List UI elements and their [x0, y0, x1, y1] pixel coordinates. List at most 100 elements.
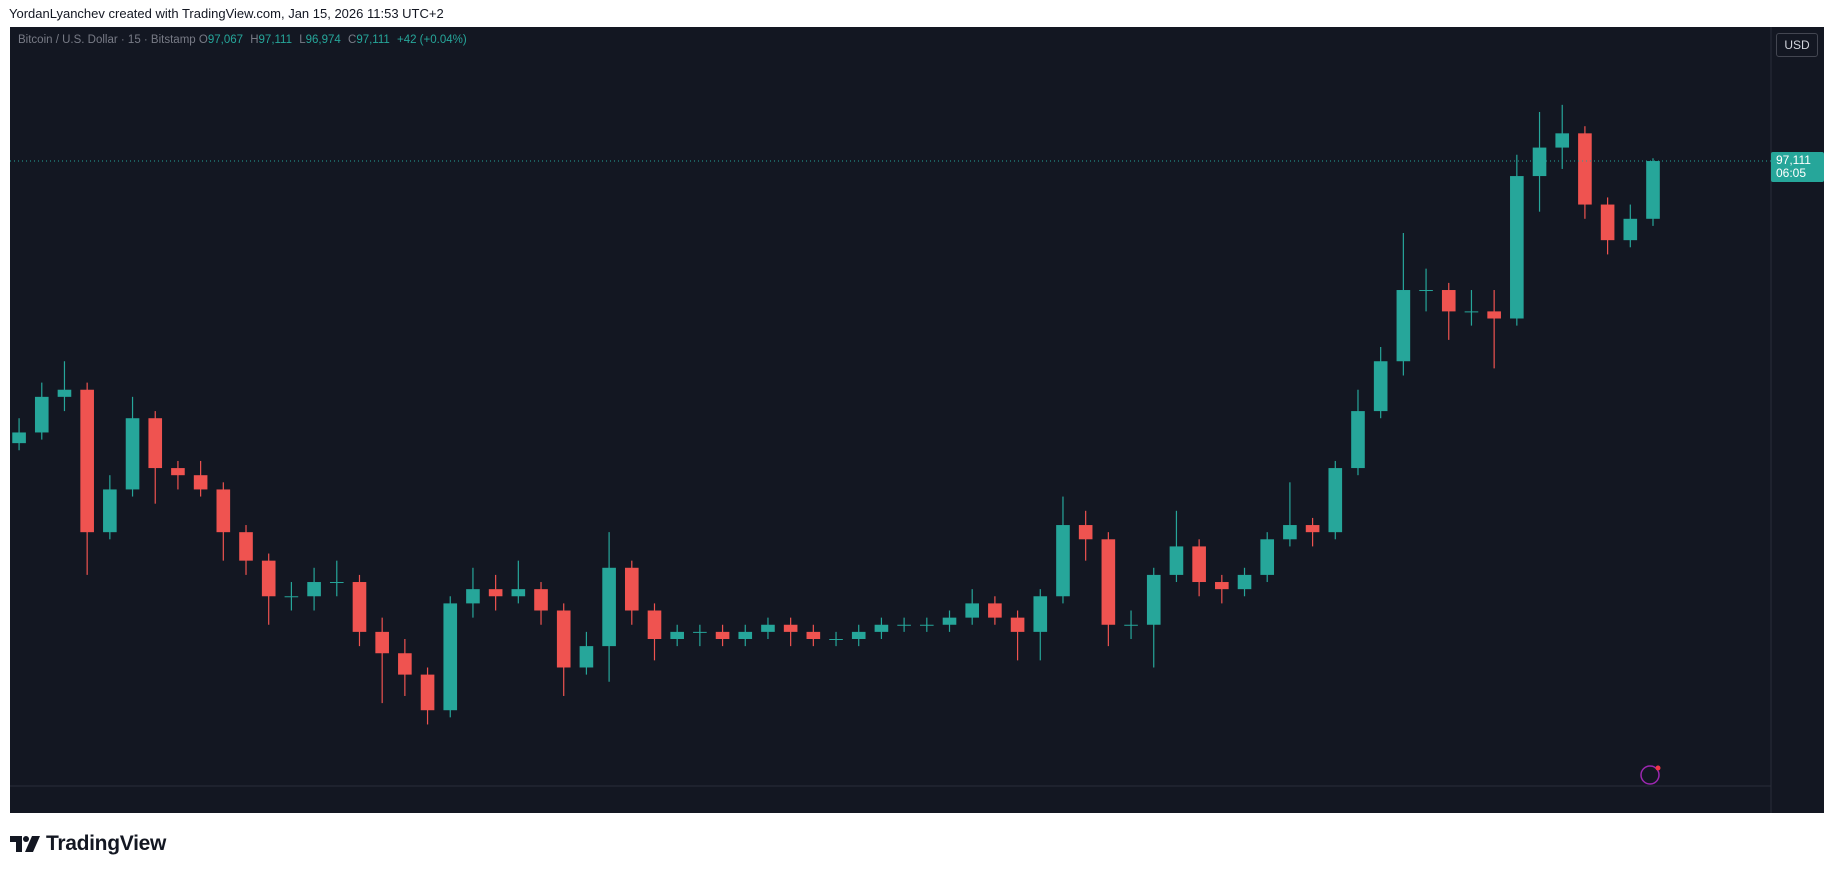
candle-body — [12, 432, 26, 444]
icon-dot — [1655, 765, 1661, 771]
candle-body — [1600, 204, 1615, 241]
candle-body — [398, 653, 412, 675]
candle-body — [1146, 574, 1161, 625]
close-key: C — [348, 34, 357, 46]
chart-background — [10, 27, 1824, 813]
currency-button[interactable]: USD — [1776, 33, 1818, 57]
candle-body — [375, 631, 389, 654]
assistant-icon — [1640, 765, 1661, 785]
candle-body — [34, 396, 49, 433]
logo-part — [25, 836, 40, 852]
candle-body — [556, 610, 571, 668]
open-value: 97,067 — [207, 34, 244, 46]
last-price-tag — [1771, 152, 1824, 183]
candle-body — [1487, 311, 1501, 319]
candle-body — [624, 567, 639, 611]
candle-body — [1510, 176, 1524, 319]
candle-body — [988, 603, 1002, 618]
candle-body — [738, 631, 753, 640]
countdown: 06:05 — [1776, 166, 1806, 180]
candle-body — [443, 603, 458, 711]
high-key: H — [250, 34, 259, 46]
candle-body — [80, 389, 94, 533]
candle-body — [761, 624, 775, 632]
candle-body — [1237, 574, 1252, 590]
candle-body — [1010, 617, 1025, 632]
candle-body — [1555, 133, 1570, 148]
credit: YordanLyanchev created with TradingView.… — [9, 6, 444, 21]
candle-body — [1260, 539, 1275, 575]
last-price-label: 97,111 — [1776, 153, 1811, 167]
candle-body — [1351, 411, 1365, 469]
candle-body — [806, 631, 821, 640]
candle-body — [920, 624, 934, 626]
chart-frame: 97,111 06:05 Bitcoin / U.S. Dollar · 15 ·… — [10, 27, 1824, 813]
candle-body — [1532, 147, 1547, 177]
logo-mark — [10, 836, 40, 852]
candle-body — [171, 468, 185, 476]
logo-part — [23, 836, 29, 842]
candle-body — [693, 631, 707, 633]
candle-body — [488, 589, 503, 597]
footer-logo: TradingView — [10, 832, 166, 856]
candle-body — [1578, 133, 1592, 205]
candle-body — [942, 617, 957, 625]
candle-body — [1305, 525, 1320, 533]
candle-body — [874, 624, 889, 632]
candle-body — [965, 603, 980, 618]
candle-body — [579, 646, 594, 668]
candle-body — [420, 674, 435, 711]
candle-body — [1283, 525, 1297, 540]
candle-body — [1419, 290, 1433, 292]
candles — [10, 104, 1771, 725]
candle-body — [1646, 161, 1660, 219]
candle-body — [1078, 525, 1093, 540]
candle-body — [1328, 468, 1343, 533]
candle-body — [284, 596, 299, 598]
candle-body — [602, 567, 616, 647]
candle-body — [352, 582, 367, 632]
candle-body — [103, 489, 117, 533]
candle-body — [148, 418, 163, 469]
candle-body — [307, 582, 321, 597]
candle-body — [1441, 290, 1456, 312]
open-key: O — [198, 34, 208, 46]
candle-body — [783, 624, 798, 632]
candle-body — [57, 389, 72, 397]
candle-body — [829, 639, 843, 641]
candle-body — [261, 560, 276, 597]
candle-body — [647, 610, 662, 640]
low-key: L — [299, 34, 306, 46]
candle-body — [1033, 596, 1048, 632]
icon-ring — [1640, 765, 1660, 785]
candle-body — [897, 624, 911, 626]
candle-body — [193, 475, 208, 490]
logo-part — [10, 836, 22, 852]
candle-body — [534, 589, 548, 611]
candle-body — [1169, 546, 1184, 575]
candle-body — [1101, 539, 1116, 625]
candle-body — [329, 582, 344, 584]
legend: Bitcoin / U.S. Dollar · 15 · Bitstamp O9… — [18, 34, 471, 46]
change: +42 (+0.04%) — [396, 34, 467, 46]
candle-body — [125, 418, 140, 490]
candle-body — [511, 589, 526, 597]
candle-body — [239, 532, 253, 561]
candle-body — [466, 589, 480, 604]
candle-body — [216, 489, 231, 533]
candle-body — [1124, 624, 1138, 626]
candle-body — [851, 631, 866, 640]
candle-body — [1373, 361, 1388, 412]
candle-body — [1623, 218, 1638, 241]
candle-body — [1056, 525, 1070, 597]
candle-body — [670, 631, 684, 640]
logo-text: TradingView — [46, 832, 167, 855]
symbol: Bitcoin / U.S. Dollar · 15 · Bitstamp — [18, 34, 196, 46]
low-value: 96,974 — [305, 34, 341, 46]
candle-body — [1464, 311, 1479, 313]
close-value: 97,111 — [356, 34, 390, 46]
high-value: 97,111 — [258, 34, 292, 46]
